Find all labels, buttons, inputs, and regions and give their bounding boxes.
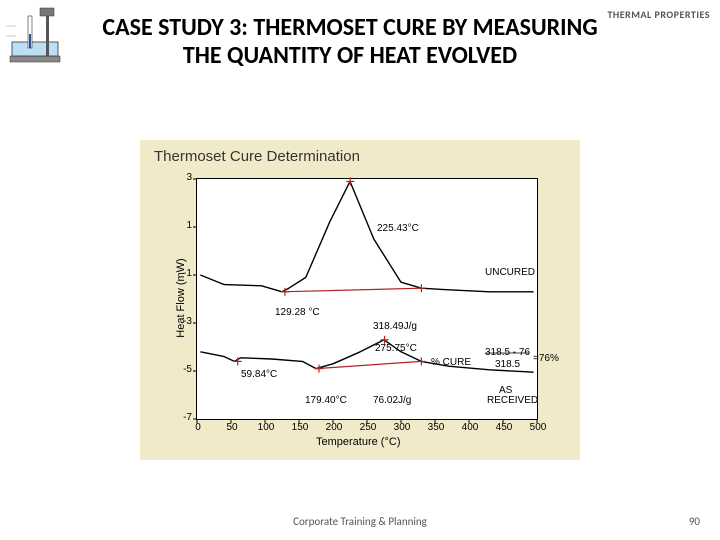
page-number: 90 — [689, 515, 700, 528]
marker — [417, 357, 425, 365]
marker — [346, 177, 354, 185]
marker — [315, 365, 323, 373]
chart-annotation: 179.40°C — [305, 395, 347, 406]
chart-svg — [197, 179, 537, 419]
series-uncured — [200, 181, 533, 291]
chart-annotation: 129.28 °C — [275, 307, 320, 318]
xtick-label: 200 — [322, 422, 346, 433]
xtick-label: 500 — [526, 422, 550, 433]
xtick-label: 300 — [390, 422, 414, 433]
chart-annotation: 225.43°C — [377, 223, 419, 234]
baseline — [282, 288, 421, 292]
y-axis-label: Heat Flow (mW) — [175, 253, 187, 343]
marker — [417, 284, 425, 292]
chart-annotation: 275.75°C — [375, 343, 417, 354]
series-as-received — [200, 340, 533, 372]
xtick-label: 100 — [254, 422, 278, 433]
chart-annotation: 59.84°C — [241, 369, 277, 380]
ytick-label: -7 — [174, 412, 192, 423]
apparatus-icon — [6, 6, 84, 66]
x-axis-label: Temperature (°C) — [316, 436, 400, 448]
slide: THERMAL PROPERTIES CASE STUDY 3: THERMOS… — [0, 0, 720, 540]
chart-annotation: =76% — [533, 353, 559, 364]
chart-annotation: 318.5 — [495, 359, 520, 370]
chart-annotation: % CURE — [431, 357, 471, 368]
chart-annotation: UNCURED — [485, 267, 535, 278]
baseline — [316, 361, 421, 368]
xtick-label: 150 — [288, 422, 312, 433]
xtick-label: 400 — [458, 422, 482, 433]
ytick-label: 3 — [174, 172, 192, 183]
footer-center: Corporate Training & Planning — [0, 515, 720, 528]
xtick-label: 350 — [424, 422, 448, 433]
chart-annotation: 318.49J/g — [373, 321, 417, 332]
chart-annotation: RECEIVED — [487, 395, 538, 406]
page-title: CASE STUDY 3: THERMOSET CURE BY MEASURIN… — [100, 14, 600, 69]
chart-title: Thermoset Cure Determination — [154, 148, 360, 165]
plot-area: 225.43°C UNCURED 129.28 °C 318.49J/g 275.75°… — [196, 178, 538, 420]
xtick-label: 250 — [356, 422, 380, 433]
ytick-label: 1 — [174, 220, 192, 231]
brand-label: THERMAL PROPERTIES — [607, 10, 710, 20]
xtick-label: 450 — [492, 422, 516, 433]
xtick-label: 0 — [186, 422, 210, 433]
chart-panel: Thermoset Cure Determination 225.43°C UNC… — [140, 140, 580, 460]
chart-annotation: 318.5 - 76 — [485, 347, 530, 358]
chart-annotation: 76.02J/g — [373, 395, 411, 406]
ytick-label: -5 — [174, 364, 192, 375]
xtick-label: 50 — [220, 422, 244, 433]
brand-text: THERMAL PROPERTIES — [607, 8, 710, 21]
